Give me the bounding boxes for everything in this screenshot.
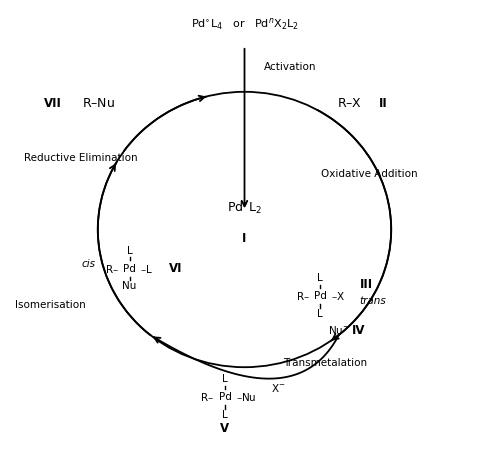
Text: Activation: Activation bbox=[264, 62, 316, 72]
Text: trans: trans bbox=[359, 296, 386, 306]
Text: R$–$: R$–$ bbox=[200, 391, 214, 403]
Text: I: I bbox=[242, 232, 246, 245]
Text: VII: VII bbox=[44, 97, 62, 110]
Text: Pd: Pd bbox=[218, 392, 231, 402]
Text: $–$L: $–$L bbox=[140, 263, 153, 274]
Text: R$–$: R$–$ bbox=[295, 290, 309, 302]
Text: IV: IV bbox=[351, 324, 365, 337]
Text: Pd: Pd bbox=[123, 263, 136, 274]
Text: $–$X: $–$X bbox=[330, 290, 345, 302]
Text: R$–$Nu: R$–$Nu bbox=[81, 97, 115, 110]
Text: R$–$X: R$–$X bbox=[336, 97, 361, 110]
Text: V: V bbox=[220, 422, 229, 435]
Text: III: III bbox=[359, 278, 372, 291]
Text: II: II bbox=[378, 97, 387, 110]
Text: Pd$^{\circ}$L$_4$   or   Pd$^{n}$X$_2$L$_2$: Pd$^{\circ}$L$_4$ or Pd$^{n}$X$_2$L$_2$ bbox=[190, 16, 298, 32]
Text: L: L bbox=[317, 273, 323, 283]
Text: VI: VI bbox=[168, 262, 182, 275]
Text: cis: cis bbox=[81, 259, 95, 269]
Text: R$–$: R$–$ bbox=[105, 263, 119, 274]
Text: Nu: Nu bbox=[122, 281, 137, 291]
Text: Reductive Elimination: Reductive Elimination bbox=[24, 153, 138, 163]
Text: X$^{-}$: X$^{-}$ bbox=[271, 382, 285, 394]
Text: L: L bbox=[222, 374, 227, 384]
Text: Isomerisation: Isomerisation bbox=[15, 300, 85, 310]
Text: Pd$^{\circ}$L$_2$: Pd$^{\circ}$L$_2$ bbox=[226, 200, 262, 216]
Text: Oxidative Addition: Oxidative Addition bbox=[321, 169, 417, 179]
Text: Nu$^{-}$: Nu$^{-}$ bbox=[327, 325, 349, 336]
Text: L: L bbox=[317, 309, 323, 319]
Text: Transmetalation: Transmetalation bbox=[282, 358, 366, 368]
Text: L: L bbox=[222, 410, 227, 420]
Text: L: L bbox=[126, 246, 132, 256]
Text: $–$Nu: $–$Nu bbox=[235, 391, 256, 403]
Text: Pd: Pd bbox=[313, 291, 326, 301]
